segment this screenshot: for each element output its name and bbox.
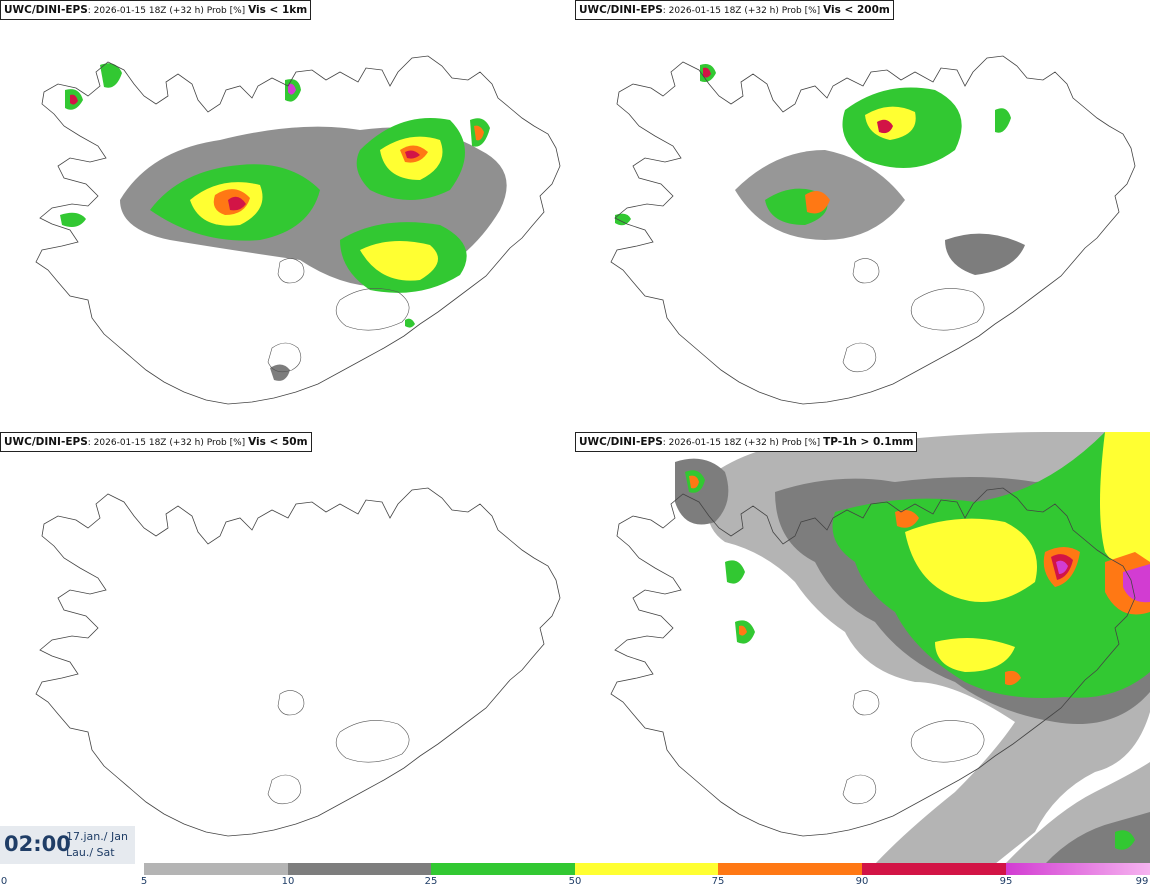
colorbar-seg-25-50 [431,863,575,875]
colorbar-seg-75-90 [718,863,862,875]
parameter-label: Vis < 50m [248,436,308,448]
valid-weekday: Lau./ Sat [66,846,115,859]
valid-time-box: 02:00 17.jan./ Jan Lau./ Sat [0,826,135,864]
colorbar-tick: 10 [281,876,295,887]
model-name: UWC/DINI-EPS [4,436,88,448]
parameter-label: Vis < 200m [823,4,890,16]
colorbar-tick: 25 [424,876,438,887]
colorbar-tick: 95 [999,876,1013,887]
parameter-label: Vis < 1km [248,4,308,16]
model-name: UWC/DINI-EPS [579,4,663,16]
probability-map [610,55,1136,405]
valid-date: 17.jan./ Jan [66,830,128,843]
panel-title: UWC/DINI-EPS: 2026-01-15 18Z (+32 h) Pro… [0,0,312,20]
run-info: 2026-01-15 18Z (+32 h) Prob [%] [93,438,246,448]
colorbar-seg-10-25 [288,863,431,875]
prob-field [675,432,1150,864]
parameter-label: TP-1h > 0.1mm [823,436,914,448]
probability-map [35,55,561,405]
run-info: 2026-01-15 18Z (+32 h) Prob [%] [668,6,821,16]
prob-field [615,64,1025,275]
probability-map [610,432,1150,864]
panel-title: UWC/DINI-EPS: 2026-01-15 18Z (+32 h) Pro… [0,432,312,452]
map-panel-vis-50m: UWC/DINI-EPS: 2026-01-15 18Z (+32 h) Pro… [0,432,575,864]
colorbar-seg-50-75 [575,863,718,875]
probability-map [35,487,561,837]
colorbar-seg-90-95 [862,863,1006,875]
run-info: 2026-01-15 18Z (+32 h) Prob [%] [93,6,246,16]
colorbar-tick: 75 [711,876,725,887]
colorbar-ticks: 0 5 10 25 50 75 90 95 99 [0,876,1150,890]
map-panel-tp-1h: UWC/DINI-EPS: 2026-01-15 18Z (+32 h) Pro… [575,432,1150,864]
panel-title: UWC/DINI-EPS: 2026-01-15 18Z (+32 h) Pro… [575,0,894,20]
model-name: UWC/DINI-EPS [4,4,88,16]
colorbar-seg-5-10 [144,863,288,875]
panel-title: UWC/DINI-EPS: 2026-01-15 18Z (+32 h) Pro… [575,432,918,452]
prob-field [60,63,507,381]
colorbar-tick: 99 [1135,876,1149,887]
colorbar-seg-95-99 [1006,863,1150,875]
run-info: 2026-01-15 18Z (+32 h) Prob [%] [668,438,821,448]
colorbar-tick: 50 [568,876,582,887]
map-panel-vis-200m: UWC/DINI-EPS: 2026-01-15 18Z (+32 h) Pro… [575,0,1150,432]
model-name: UWC/DINI-EPS [579,436,663,448]
map-panel-vis-1km: UWC/DINI-EPS: 2026-01-15 18Z (+32 h) Pro… [0,0,575,432]
colorbar [144,863,1150,875]
colorbar-tick: 90 [855,876,869,887]
colorbar-tick: 0 [0,876,8,887]
valid-time: 02:00 [4,832,71,856]
colorbar-tick: 5 [140,876,148,887]
